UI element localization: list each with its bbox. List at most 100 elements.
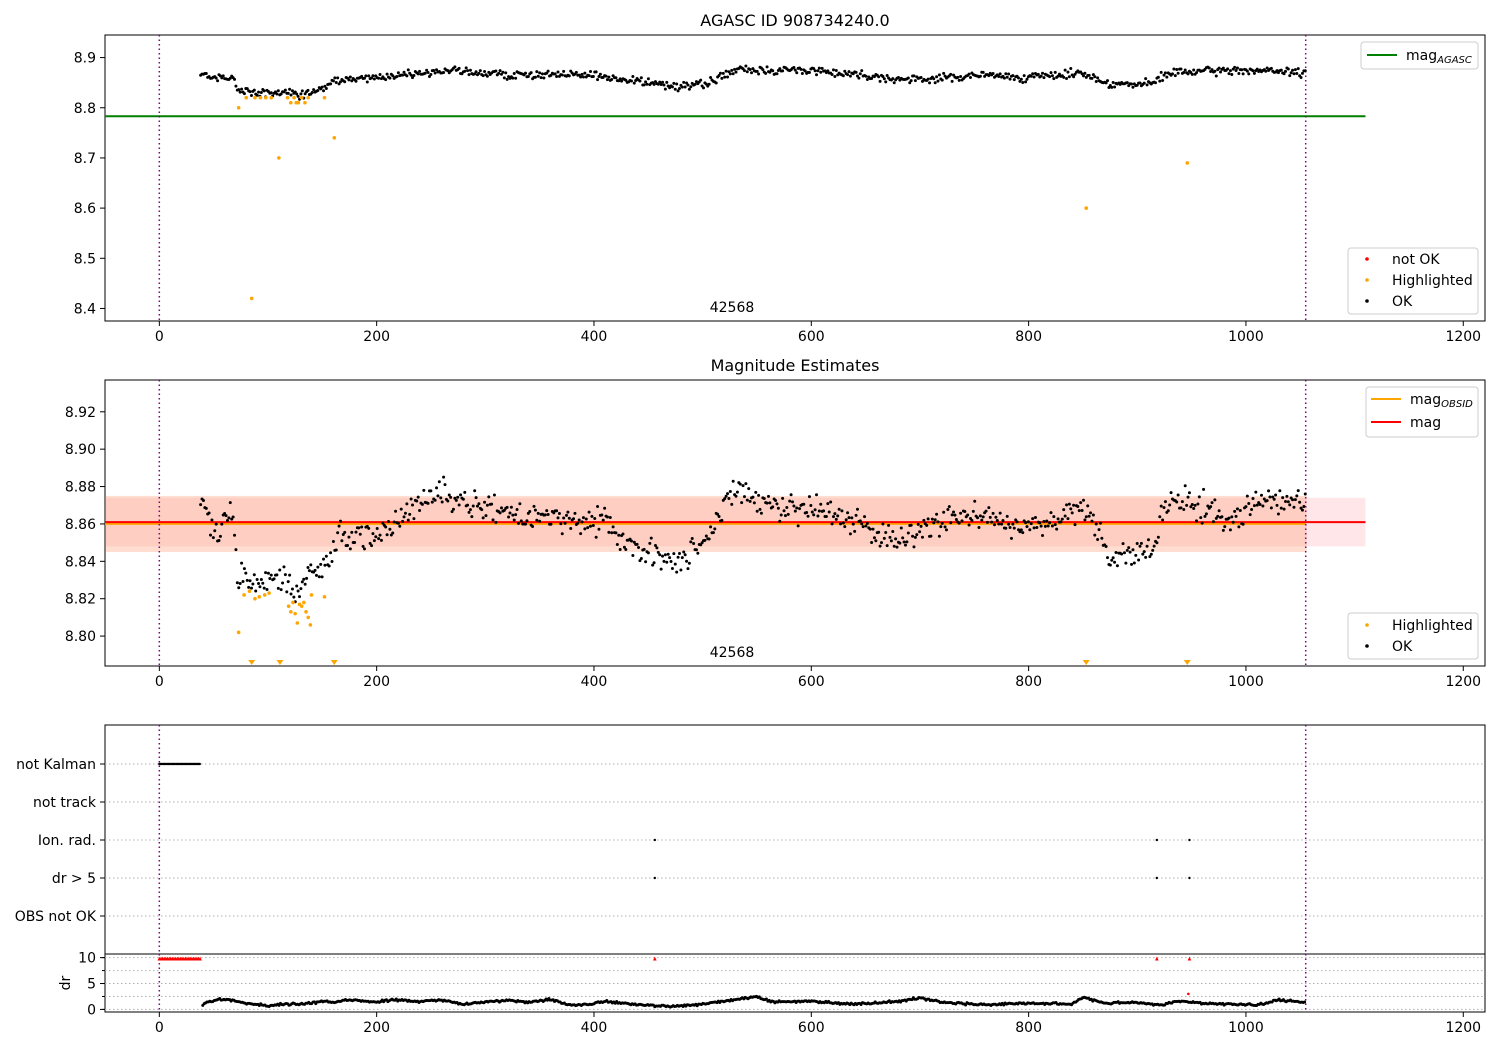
- ok-point: [1285, 494, 1289, 498]
- ok-point: [947, 505, 951, 509]
- ok-point: [231, 515, 235, 519]
- ok-point: [618, 77, 622, 81]
- ok-point: [608, 515, 612, 519]
- ok-point: [734, 494, 738, 498]
- ok-point: [1018, 79, 1022, 83]
- agasc-panel-frame: [104, 34, 1486, 322]
- ok-point: [275, 573, 279, 577]
- ok-point: [1159, 70, 1163, 74]
- ok-point: [1234, 514, 1238, 518]
- x-tick-label: 400: [581, 674, 608, 690]
- ok-point: [970, 518, 974, 522]
- ok-point: [562, 516, 566, 520]
- ok-point: [646, 77, 650, 81]
- estimates-panel: Magnitude Estimates 8.80 8.82 8.84 8.86 8.88…: [65, 356, 1486, 690]
- ok-point: [1278, 489, 1282, 493]
- ok-point: [1052, 515, 1056, 519]
- ok-point: [1113, 85, 1117, 89]
- ok-point: [525, 519, 529, 523]
- ok-point: [1291, 498, 1295, 502]
- highlighted-point: [247, 589, 252, 594]
- ok-point: [824, 515, 828, 519]
- legend-marker-highlighted: [1365, 623, 1369, 627]
- legend-box: [1347, 612, 1479, 660]
- ok-point: [1139, 541, 1143, 545]
- ok-point: [1166, 509, 1170, 513]
- ok-point: [730, 68, 734, 72]
- ok-point: [764, 71, 768, 75]
- ok-point: [689, 540, 693, 544]
- x-tick-label: 0: [155, 329, 164, 345]
- ok-point: [395, 75, 399, 79]
- ok-point: [1000, 522, 1004, 526]
- ok-point: [228, 501, 232, 505]
- estimates-panel-obsid-label: 42568: [710, 645, 755, 661]
- ok-point: [837, 507, 841, 511]
- ok-point: [411, 503, 415, 507]
- ok-point: [622, 545, 626, 549]
- ok-point: [682, 80, 686, 84]
- ok-point: [960, 519, 964, 523]
- ok-point: [433, 498, 437, 502]
- ok-point: [368, 541, 372, 545]
- ok-point: [1268, 495, 1272, 499]
- ok-point: [370, 76, 374, 80]
- highlighted-point: [332, 136, 337, 140]
- ok-point: [937, 534, 941, 538]
- ok-point: [1250, 508, 1254, 512]
- ok-point: [535, 518, 539, 522]
- ok-point: [638, 559, 642, 563]
- x-tick-label: 200: [363, 1020, 390, 1036]
- ok-point: [632, 540, 636, 544]
- ok-point: [648, 541, 652, 545]
- ok-point: [796, 524, 800, 528]
- ok-point: [545, 509, 549, 513]
- ok-point: [959, 75, 963, 79]
- ok-point: [610, 531, 614, 535]
- ok-point: [831, 68, 835, 72]
- ok-point: [1089, 511, 1093, 515]
- x-tick-label: 200: [363, 329, 390, 345]
- flag-point: [1155, 876, 1159, 880]
- ok-point: [1230, 73, 1234, 77]
- ok-point: [793, 509, 797, 513]
- ok-point: [207, 511, 211, 515]
- ok-point: [854, 513, 858, 517]
- ok-point: [300, 580, 304, 584]
- capped-dr-marker: [653, 956, 657, 961]
- ok-point: [443, 483, 447, 487]
- ok-point: [1111, 556, 1115, 560]
- ok-point: [416, 72, 420, 76]
- ok-point: [235, 581, 239, 585]
- ok-point: [1142, 550, 1146, 554]
- ok-point: [1175, 500, 1179, 504]
- ok-point: [403, 511, 407, 515]
- ok-point: [249, 94, 253, 98]
- ok-point: [843, 69, 847, 73]
- ok-point: [1230, 515, 1234, 519]
- ok-point: [949, 72, 953, 76]
- ok-point: [473, 489, 477, 493]
- x-tick-label: 800: [1015, 329, 1042, 345]
- ok-point: [707, 537, 711, 541]
- ok-point: [642, 83, 646, 87]
- ok-point: [717, 74, 721, 78]
- ok-point: [1252, 504, 1256, 508]
- legend-label-mag-text: mag: [1406, 48, 1437, 64]
- ok-point: [839, 522, 843, 526]
- ok-point: [416, 495, 420, 499]
- ok-point: [631, 553, 635, 557]
- ok-point: [223, 511, 227, 515]
- ok-point: [556, 70, 560, 74]
- highlighted-point: [308, 623, 313, 627]
- ok-point: [1072, 503, 1076, 507]
- ok-point: [1295, 72, 1299, 76]
- ok-point: [283, 573, 287, 577]
- ok-point: [432, 68, 436, 72]
- ok-point: [391, 531, 395, 535]
- ok-point: [374, 535, 378, 539]
- flag-point: [1188, 876, 1191, 880]
- ok-point: [649, 536, 653, 540]
- ok-point: [487, 495, 491, 499]
- ok-point: [968, 75, 972, 79]
